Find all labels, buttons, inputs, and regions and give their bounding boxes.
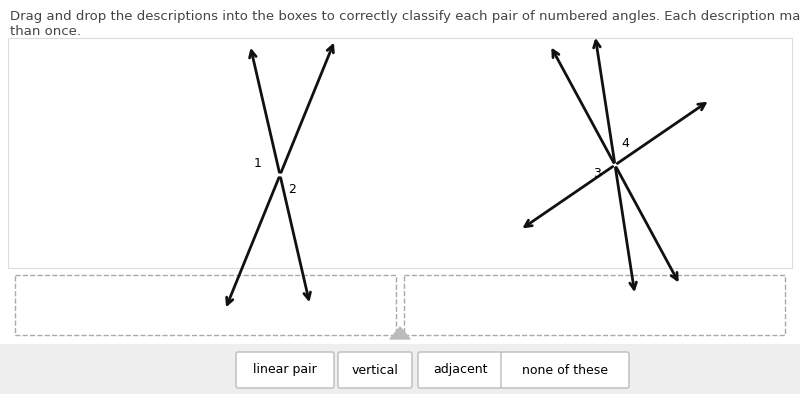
Text: none of these: none of these	[522, 364, 608, 377]
Bar	[15, 275, 396, 335]
Text: Drag and drop the descriptions into the boxes to correctly classify each pair of: Drag and drop the descriptions into the …	[10, 10, 800, 38]
Text: 1: 1	[254, 156, 262, 169]
FancyBboxPatch shape	[338, 352, 412, 388]
FancyBboxPatch shape	[501, 352, 629, 388]
Bar	[8, 38, 792, 268]
Text: adjacent: adjacent	[433, 364, 487, 377]
Bar	[404, 275, 785, 335]
Polygon shape	[390, 327, 410, 339]
Bar	[0, 344, 800, 394]
Text: 4: 4	[621, 136, 629, 149]
Text: vertical: vertical	[351, 364, 398, 377]
Text: 3: 3	[593, 167, 601, 180]
FancyBboxPatch shape	[236, 352, 334, 388]
Text: 2: 2	[288, 182, 296, 195]
Text: linear pair: linear pair	[253, 364, 317, 377]
FancyBboxPatch shape	[418, 352, 502, 388]
